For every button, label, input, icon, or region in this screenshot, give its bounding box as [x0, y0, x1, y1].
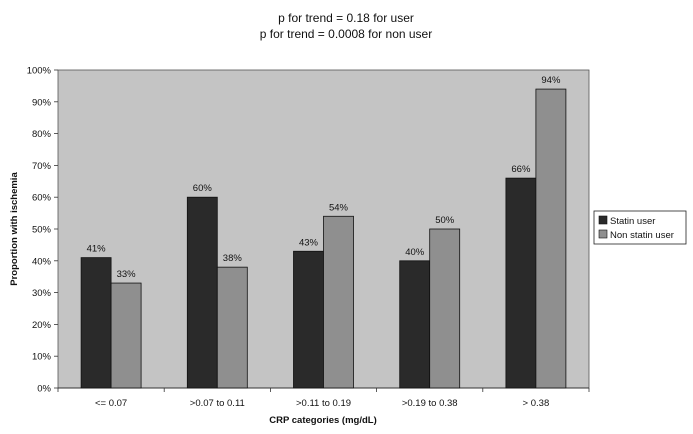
chart-title-line-2: p for trend = 0.0008 for non user	[260, 27, 432, 41]
legend-label: Non statin user	[610, 230, 674, 241]
y-tick-label: 20%	[32, 320, 52, 331]
x-tick-label: >0.11 to 0.19	[296, 398, 351, 409]
statin-user-bar	[399, 260, 431, 389]
y-tick-label: 90%	[32, 97, 52, 108]
statin-user-bar	[186, 196, 218, 389]
legend-label: Statin user	[610, 216, 655, 227]
statin-user-bar	[80, 257, 112, 389]
non-statin-user-bar	[429, 228, 461, 389]
data-label: 38%	[223, 253, 243, 264]
x-axis: <= 0.07 >0.07 to 0.11 >0.11 to 0.19 >0.19 t…	[57, 387, 590, 409]
bars	[80, 88, 567, 389]
non-statin-user-bar	[535, 88, 567, 389]
data-label: 33%	[117, 269, 137, 280]
legend: Statin user Non statin user	[593, 210, 687, 245]
legend-swatch-statin-user	[598, 215, 608, 225]
data-label: 50%	[435, 215, 455, 226]
data-label: 60%	[193, 183, 213, 194]
legend-box	[593, 210, 687, 245]
data-label: 66%	[511, 164, 531, 175]
statin-user-bar	[505, 177, 537, 389]
y-tick-label: 40%	[32, 256, 52, 267]
data-label: 43%	[299, 237, 319, 248]
data-label: 94%	[541, 75, 561, 86]
y-tick-label: 0%	[37, 384, 51, 395]
data-label: 40%	[405, 247, 425, 258]
y-tick-label: 10%	[32, 352, 52, 363]
data-label: 41%	[87, 244, 107, 255]
data-labels: 41% 33% 60% 38% 43% 54% 40% 50% 66% 94%	[87, 75, 561, 280]
chart-title-line-1: p for trend = 0.18 for user	[278, 11, 414, 25]
y-axis: 0% 10% 20% 30% 40% 50% 60% 70% 80% 90% 100%	[27, 66, 58, 395]
legend-swatch-non-statin-user	[598, 229, 608, 239]
non-statin-user-bar	[323, 215, 354, 389]
x-tick-label: > 0.38	[523, 398, 550, 409]
chart-title: p for trend = 0.18 for user p for trend …	[260, 11, 432, 41]
x-tick-label: >0.19 to 0.38	[402, 398, 458, 409]
y-tick-label: 70%	[32, 161, 52, 172]
non-statin-user-bar	[216, 266, 248, 389]
non-statin-user-bar	[110, 282, 142, 389]
y-axis-title: Proportion with ischemia	[9, 172, 20, 286]
y-tick-label: 80%	[32, 129, 52, 140]
data-label: 54%	[329, 202, 349, 213]
y-tick-label: 100%	[27, 66, 52, 77]
x-tick-label: <= 0.07	[95, 398, 127, 409]
y-tick-label: 60%	[32, 193, 52, 204]
y-tick-label: 50%	[32, 225, 52, 236]
statin-user-bar	[293, 250, 324, 389]
y-tick-label: 30%	[32, 288, 52, 299]
x-axis-title: CRP categories (mg/dL)	[269, 415, 377, 426]
x-tick-label: >0.07 to 0.11	[190, 398, 245, 409]
